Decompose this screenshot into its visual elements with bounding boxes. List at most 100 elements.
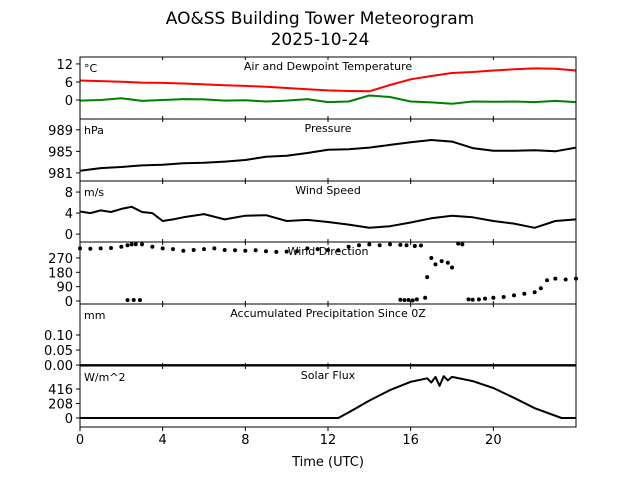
wind-direction-point bbox=[284, 249, 289, 254]
wind-direction-point bbox=[181, 248, 186, 253]
panel-title: Accumulated Precipitation Since 0Z bbox=[230, 307, 426, 320]
wind-direction-point bbox=[160, 246, 165, 251]
panel-title: Wind Speed bbox=[295, 184, 361, 197]
x-tick-label: 20 bbox=[485, 433, 502, 448]
panel-unit-label: °C bbox=[84, 62, 98, 75]
panel-title: Wind Direction bbox=[288, 245, 369, 258]
y-tick-label: 4 bbox=[65, 207, 73, 222]
wind-direction-point bbox=[553, 276, 558, 281]
wind-direction-point bbox=[357, 243, 361, 248]
wind-direction-point bbox=[233, 248, 237, 253]
wind-direction-point bbox=[412, 243, 417, 248]
wind-direction-point bbox=[522, 291, 527, 296]
wind-direction-point bbox=[222, 247, 227, 252]
wind-direction-point bbox=[243, 248, 248, 253]
y-tick-label: 0.10 bbox=[44, 329, 73, 344]
wind-direction-point bbox=[429, 255, 434, 260]
y-tick-label: 8 bbox=[65, 186, 73, 201]
y-tick-label: 0.05 bbox=[44, 344, 73, 359]
chart-title: AO&SS Building Tower Meteorogram bbox=[166, 9, 474, 29]
wind-direction-point bbox=[406, 298, 411, 303]
wind-direction-point bbox=[346, 244, 351, 249]
wind-direction-point bbox=[456, 241, 461, 246]
y-tick-label: 180 bbox=[48, 266, 73, 281]
wind-direction-point bbox=[336, 248, 341, 253]
series-line-air-temperature bbox=[79, 67, 577, 93]
wind-direction-point bbox=[470, 297, 475, 302]
series-line-dewpoint bbox=[79, 94, 577, 105]
panel-unit-label: mm bbox=[84, 309, 105, 322]
x-tick-label: 16 bbox=[402, 433, 419, 448]
y-tick-label: 0 bbox=[65, 295, 73, 310]
x-tick-label: 8 bbox=[241, 433, 249, 448]
wind-direction-point bbox=[119, 244, 124, 249]
panel-unit-label: m/s bbox=[84, 186, 104, 199]
wind-direction-point bbox=[483, 296, 488, 301]
wind-direction-point bbox=[450, 265, 454, 270]
wind-direction-point bbox=[460, 242, 465, 247]
wind-direction-point bbox=[171, 247, 175, 252]
wind-direction-point bbox=[125, 298, 130, 303]
wind-direction-point bbox=[410, 298, 415, 303]
wind-direction-point bbox=[137, 298, 142, 303]
wind-direction-point bbox=[98, 246, 103, 251]
wind-direction-point bbox=[88, 246, 93, 251]
y-tick-label: 0.00 bbox=[44, 359, 73, 374]
panel-title: Solar Flux bbox=[301, 369, 356, 382]
wind-direction-point bbox=[445, 260, 450, 265]
wind-direction-point bbox=[140, 242, 144, 247]
y-tick-label: 985 bbox=[48, 145, 73, 160]
wind-direction-point bbox=[315, 247, 320, 252]
y-tick-label: 6 bbox=[65, 76, 73, 91]
wind-direction-point bbox=[388, 242, 392, 247]
wind-direction-point bbox=[491, 295, 496, 300]
chart-subtitle: 2025-10-24 bbox=[271, 30, 370, 50]
wind-direction-point bbox=[305, 246, 310, 251]
wind-direction-point bbox=[150, 244, 155, 249]
wind-direction-point bbox=[129, 242, 134, 247]
wind-direction-point bbox=[423, 295, 428, 300]
x-axis-label: Time (UTC) bbox=[291, 455, 364, 470]
wind-direction-point bbox=[125, 243, 130, 248]
panel-title: Air and Dewpoint Temperature bbox=[244, 60, 412, 73]
wind-direction-point bbox=[532, 290, 537, 295]
y-tick-label: 208 bbox=[48, 398, 73, 413]
wind-direction-point bbox=[109, 246, 113, 251]
wind-direction-point bbox=[131, 298, 136, 303]
y-tick-label: 989 bbox=[48, 124, 73, 139]
y-tick-label: 0 bbox=[65, 94, 73, 109]
wind-direction-point bbox=[466, 297, 471, 302]
wind-direction-point bbox=[212, 246, 217, 251]
wind-direction-point bbox=[439, 259, 444, 264]
wind-direction-point bbox=[545, 278, 550, 283]
wind-direction-point bbox=[202, 247, 206, 252]
wind-direction-point bbox=[404, 243, 409, 248]
y-tick-label: 90 bbox=[56, 281, 73, 296]
wind-direction-point bbox=[398, 242, 403, 247]
wind-direction-point bbox=[402, 298, 407, 303]
x-tick-label: 12 bbox=[320, 433, 337, 448]
y-tick-label: 981 bbox=[48, 167, 73, 182]
wind-direction-point bbox=[191, 247, 196, 252]
wind-direction-point bbox=[398, 297, 403, 302]
y-tick-label: 12 bbox=[56, 58, 73, 73]
wind-direction-point bbox=[377, 243, 382, 248]
y-tick-label: 0 bbox=[65, 228, 73, 243]
wind-direction-point bbox=[512, 293, 516, 298]
series-line-wind-speed bbox=[79, 205, 577, 229]
panel-unit-label: hPa bbox=[84, 124, 104, 137]
wind-direction-point bbox=[419, 243, 423, 248]
panel-unit-label: W/m^2 bbox=[84, 371, 126, 384]
wind-direction-point bbox=[538, 286, 543, 291]
wind-direction-point bbox=[414, 297, 419, 302]
wind-direction-point bbox=[563, 277, 568, 282]
series-line-solar-flux bbox=[80, 375, 576, 419]
wind-direction-point bbox=[133, 242, 138, 247]
x-tick-label: 0 bbox=[76, 433, 84, 448]
series-line-pressure bbox=[79, 139, 577, 172]
wind-direction-point bbox=[274, 249, 279, 254]
wind-direction-point bbox=[367, 242, 372, 247]
y-tick-label: 416 bbox=[48, 383, 73, 398]
y-tick-label: 270 bbox=[48, 252, 73, 267]
